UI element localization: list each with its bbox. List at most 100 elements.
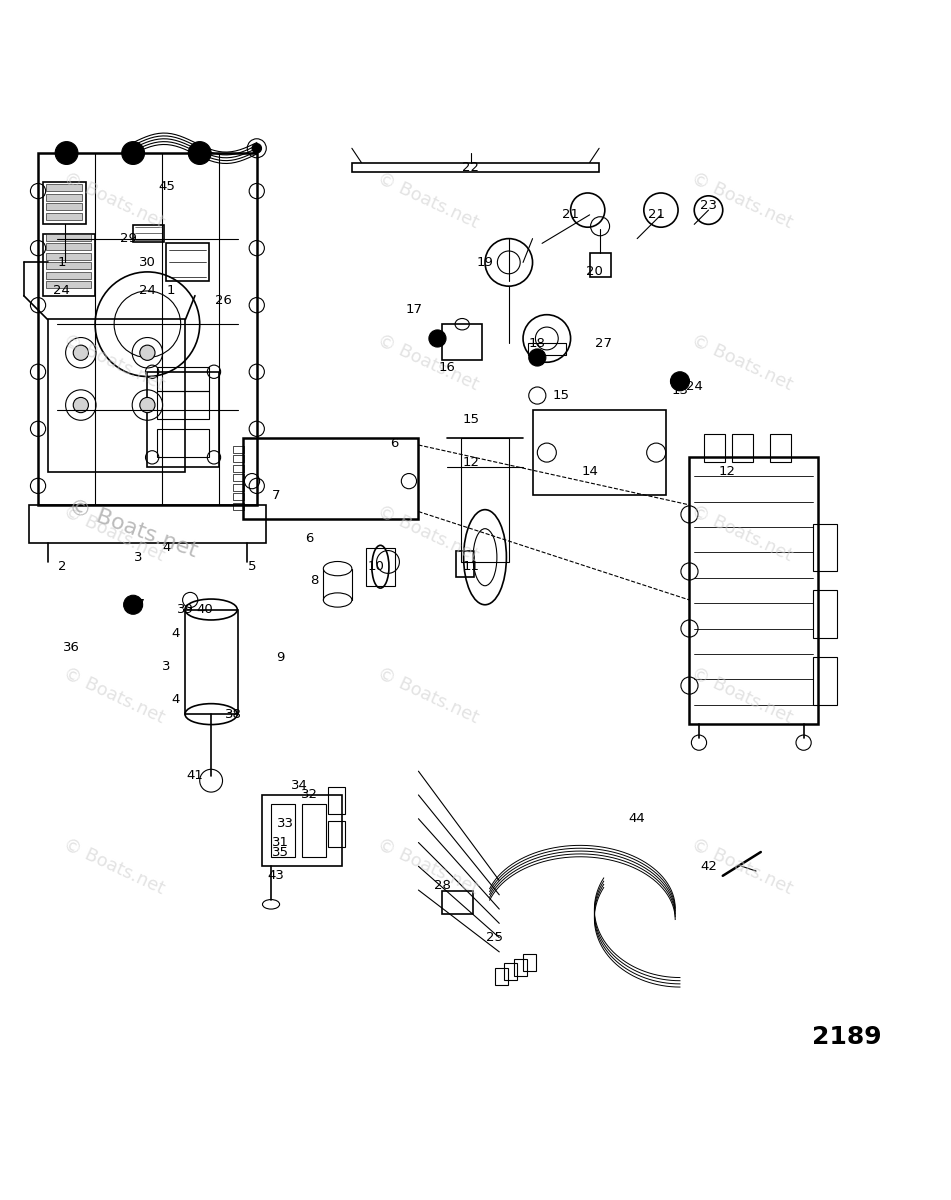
Text: 10: 10: [367, 560, 384, 574]
Text: © Boats.net: © Boats.net: [61, 835, 167, 898]
Text: 35: 35: [272, 846, 289, 858]
Text: 34: 34: [291, 779, 308, 792]
Text: © Boats.net: © Boats.net: [689, 664, 795, 726]
Text: 2189: 2189: [811, 1026, 882, 1050]
Text: 2: 2: [58, 560, 66, 574]
Text: 12: 12: [719, 466, 736, 478]
Bar: [442, 892, 473, 914]
Bar: [533, 410, 666, 496]
Text: 30: 30: [139, 256, 156, 269]
Text: 24: 24: [53, 284, 70, 298]
Text: © Boats.net: © Boats.net: [375, 664, 481, 726]
Bar: [233, 484, 244, 491]
Text: 1: 1: [167, 284, 175, 298]
Text: © Boats.net: © Boats.net: [689, 169, 795, 232]
Bar: [233, 474, 244, 481]
Text: 1: 1: [58, 256, 66, 269]
Text: 18: 18: [529, 337, 546, 349]
Circle shape: [188, 142, 211, 164]
Circle shape: [55, 142, 78, 164]
Circle shape: [73, 346, 88, 360]
Bar: [514, 959, 527, 976]
Text: 28: 28: [434, 878, 451, 892]
Text: 25: 25: [486, 931, 503, 944]
Text: 43: 43: [267, 869, 284, 882]
Bar: [456, 551, 474, 577]
Bar: [46, 253, 91, 259]
Text: © Boats.net: © Boats.net: [689, 835, 795, 898]
Bar: [366, 547, 395, 586]
Circle shape: [122, 142, 145, 164]
Text: © Boats.net: © Boats.net: [61, 331, 167, 394]
Text: 6: 6: [305, 532, 313, 545]
Text: 26: 26: [215, 294, 232, 307]
Bar: [770, 433, 791, 462]
Bar: [271, 804, 295, 857]
Text: © Boats.net: © Boats.net: [61, 502, 167, 565]
Bar: [185, 610, 238, 714]
Text: 39: 39: [177, 604, 194, 616]
Text: 4: 4: [172, 626, 180, 640]
Bar: [46, 263, 91, 269]
Text: 42: 42: [700, 859, 717, 872]
Circle shape: [140, 346, 155, 360]
Bar: [523, 954, 536, 971]
Bar: [46, 244, 91, 250]
Bar: [46, 204, 82, 210]
Bar: [689, 457, 818, 724]
Text: 3: 3: [134, 551, 142, 564]
Text: 38: 38: [224, 708, 242, 721]
Bar: [46, 212, 82, 220]
Text: © Boats.net: © Boats.net: [689, 502, 795, 565]
Text: 4: 4: [172, 694, 180, 707]
Bar: [43, 181, 86, 224]
Bar: [46, 272, 91, 278]
Bar: [157, 428, 209, 457]
Text: © Boats.net: © Boats.net: [375, 502, 481, 565]
Text: 15: 15: [553, 389, 570, 402]
Text: 21: 21: [562, 209, 579, 221]
Bar: [328, 821, 345, 847]
Circle shape: [252, 144, 262, 154]
Bar: [590, 253, 611, 277]
Text: 24: 24: [139, 284, 156, 298]
Bar: [233, 464, 244, 472]
Circle shape: [73, 397, 88, 413]
Text: 6: 6: [391, 437, 398, 450]
Bar: [46, 282, 91, 288]
Bar: [46, 185, 82, 191]
Text: 12: 12: [462, 456, 479, 469]
Text: 37: 37: [129, 599, 146, 611]
Text: 21: 21: [648, 209, 665, 221]
Bar: [732, 433, 753, 462]
Text: 44: 44: [629, 812, 646, 826]
Text: 15: 15: [462, 413, 479, 426]
Bar: [813, 658, 837, 704]
Text: 29: 29: [120, 232, 137, 245]
Text: 3: 3: [163, 660, 170, 673]
Text: © Boats.net: © Boats.net: [66, 496, 201, 562]
Text: © Boats.net: © Boats.net: [61, 664, 167, 726]
Text: 8: 8: [310, 575, 318, 588]
Bar: [813, 524, 837, 571]
Text: 27: 27: [595, 337, 612, 349]
Text: 45: 45: [158, 180, 175, 193]
Bar: [233, 456, 244, 462]
Text: 11: 11: [462, 560, 479, 574]
Text: 24: 24: [686, 379, 703, 392]
Bar: [43, 234, 95, 295]
Bar: [46, 234, 91, 240]
Bar: [262, 794, 342, 866]
Text: 7: 7: [272, 488, 280, 502]
Bar: [233, 503, 244, 510]
Circle shape: [529, 349, 546, 366]
Bar: [133, 226, 164, 242]
Text: © Boats.net: © Boats.net: [689, 331, 795, 394]
Bar: [704, 433, 725, 462]
Text: 32: 32: [301, 788, 318, 802]
Bar: [504, 964, 517, 980]
Text: 14: 14: [581, 466, 598, 478]
Text: 41: 41: [186, 769, 204, 782]
Bar: [528, 343, 566, 355]
Bar: [157, 367, 209, 391]
